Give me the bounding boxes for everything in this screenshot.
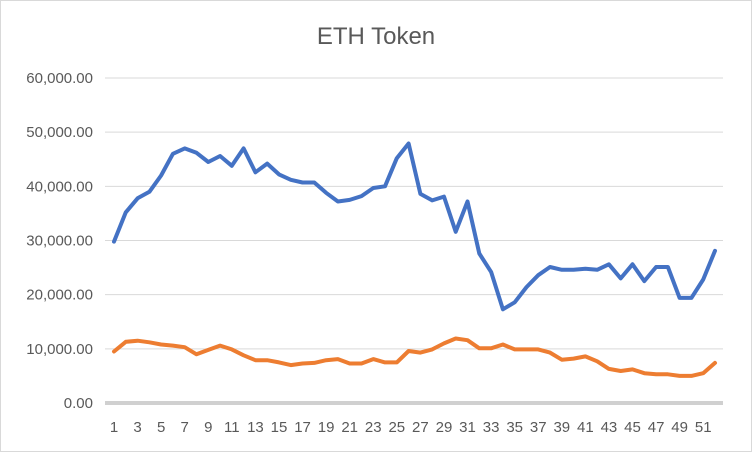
- x-tick-label: 39: [553, 419, 570, 436]
- y-tick-label: 30,000.00: [26, 233, 93, 250]
- x-tick-label: 37: [530, 419, 547, 436]
- y-tick-label: 40,000.00: [26, 178, 93, 195]
- x-tick-label: 15: [271, 419, 288, 436]
- x-tick-label: 45: [624, 419, 641, 436]
- x-tick-label: 25: [388, 419, 405, 436]
- x-tick-label: 23: [365, 419, 382, 436]
- series-lines: [112, 141, 717, 378]
- y-axis-tick-labels: 0.00 10,000.00 20,000.00 30,000.00 40,000.00…: [26, 70, 93, 412]
- x-tick-label: 35: [506, 419, 523, 436]
- series-line-1: [112, 141, 717, 312]
- chart-title: ETH Token: [316, 23, 436, 50]
- y-tick-label: 50,000.00: [26, 124, 93, 141]
- series-line-2: [112, 336, 717, 378]
- y-tick-label: 20,000.00: [26, 287, 93, 304]
- y-tick-label: 60,000.00: [26, 70, 93, 87]
- x-tick-label: 7: [181, 419, 189, 436]
- x-tick-label: 43: [601, 419, 618, 436]
- x-tick-label: 31: [459, 419, 476, 436]
- x-tick-label: 17: [294, 419, 311, 436]
- x-tick-label: 49: [671, 419, 688, 436]
- gridlines: [105, 77, 723, 405]
- x-tick-label: 29: [436, 419, 453, 436]
- x-tick-label: 21: [341, 419, 358, 436]
- y-tick-label: 10,000.00: [26, 341, 93, 358]
- x-tick-label: 3: [133, 419, 141, 436]
- x-tick-label: 13: [247, 419, 264, 436]
- x-tick-label: 27: [412, 419, 429, 436]
- x-tick-label: 9: [204, 419, 212, 436]
- x-tick-label: 41: [577, 419, 594, 436]
- x-tick-label: 1: [110, 419, 118, 436]
- x-axis-tick-labels: 1 3 5 7 9 11 13 15 17 19 21 23 25 27 29 31 33 35 37 39 41 43 4…: [110, 419, 712, 436]
- x-tick-label: 19: [318, 419, 335, 436]
- x-tick-label: 11: [224, 419, 240, 436]
- x-tick-label: 51: [695, 419, 712, 436]
- y-tick-label: 0.00: [64, 395, 93, 412]
- x-tick-label: 33: [483, 419, 500, 436]
- x-tick-label: 47: [648, 419, 665, 436]
- x-tick-label: 5: [157, 419, 165, 436]
